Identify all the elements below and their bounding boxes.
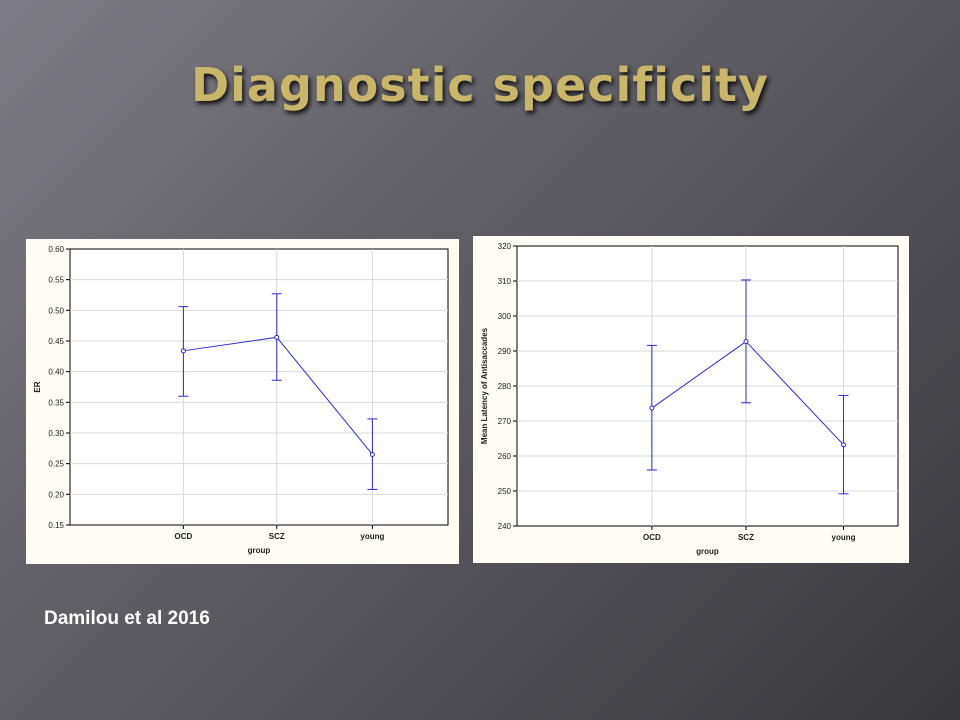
x-tick-label-scz: SCZ xyxy=(738,533,754,542)
y-tick-label: 0.20 xyxy=(48,490,64,499)
latency-chart: 320 310 300 290 280 270 260 250 240 OCD SCZ young gr… xyxy=(480,242,899,556)
y-tick-label: 0.30 xyxy=(48,429,64,438)
x-axis-title: group xyxy=(696,547,719,556)
y-axis-title: Mean Latency of Antisaccades xyxy=(480,327,489,444)
y-tick-label: 0.40 xyxy=(48,368,64,377)
y-tick-label: 300 xyxy=(498,312,512,321)
x-tick-label-young: young xyxy=(832,533,856,542)
error-rate-chart: 0.60 0.55 0.50 0.45 0.40 0.35 0.30 0.25 0.20 0.15… xyxy=(33,245,449,555)
y-tick-label: 310 xyxy=(498,277,512,286)
y-tick-label: 0.15 xyxy=(48,521,64,530)
y-tick-label: 250 xyxy=(498,487,512,496)
x-tick-label-scz: SCZ xyxy=(269,532,285,541)
y-tick-label: 0.35 xyxy=(48,398,64,407)
citation: Damilou et al 2016 xyxy=(44,608,210,629)
y-tick-label: 240 xyxy=(498,522,512,531)
x-tick-label-young: young xyxy=(360,532,384,541)
slide-title: Diagnostic specificity xyxy=(190,58,770,112)
y-tick-label: 0.55 xyxy=(48,276,64,285)
error-rate-chart-panel: 0.60 0.55 0.50 0.45 0.40 0.35 0.30 0.25 0.20 0.15… xyxy=(26,239,459,564)
data-point xyxy=(369,451,375,457)
y-tick-label: 0.60 xyxy=(48,245,64,254)
x-tick-label-ocd: OCD xyxy=(643,533,661,542)
x-tick-label-ocd: OCD xyxy=(175,532,193,541)
latency-chart-panel: 320 310 300 290 280 270 260 250 240 OCD SCZ young gr… xyxy=(473,236,909,563)
x-axis-title: group xyxy=(248,546,271,555)
y-tick-label: 0.50 xyxy=(48,306,64,315)
data-point xyxy=(274,334,280,340)
y-axis-title: ER xyxy=(33,381,42,392)
y-tick-label: 0.45 xyxy=(48,337,64,346)
y-tick-label: 0.25 xyxy=(48,460,64,469)
y-tick-label: 260 xyxy=(498,452,512,461)
y-tick-label: 290 xyxy=(498,347,512,356)
y-tick-label: 280 xyxy=(498,382,512,391)
data-point xyxy=(841,442,847,448)
plot-area xyxy=(69,248,449,526)
y-tick-label: 320 xyxy=(498,242,512,251)
data-point xyxy=(180,348,186,354)
data-point xyxy=(649,405,655,411)
data-point xyxy=(743,339,749,345)
y-tick-label: 270 xyxy=(498,417,512,426)
